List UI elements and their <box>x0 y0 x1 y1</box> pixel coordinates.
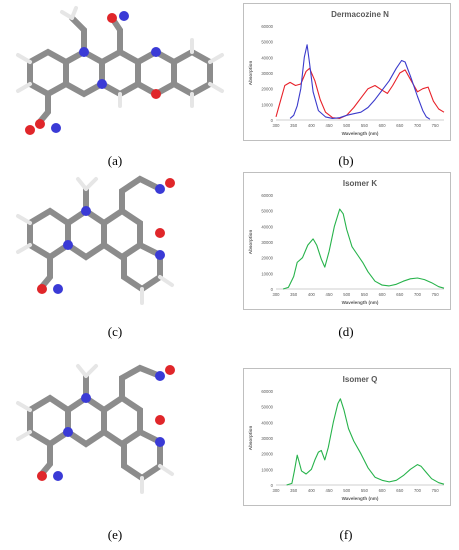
panel-label-c: (c) <box>107 324 123 339</box>
x-tick-label: 550 <box>361 488 369 493</box>
chart-d-svg: Isomer K 0 10000 20000 30000 40000 50000 60000 3… <box>248 179 445 305</box>
y-tick-label: 40000 <box>261 224 273 229</box>
x-tick-label: 700 <box>414 488 422 493</box>
y-tick-label: 0 <box>271 118 274 123</box>
x-tick-label: 350 <box>290 123 298 128</box>
x-tick-label: 350 <box>290 488 298 493</box>
chart-f-svg: Isomer Q 0 10000 20000 30000 40000 50000 60000 3… <box>248 375 445 501</box>
y-axis-label: Absorption <box>248 426 253 451</box>
x-tick-label: 400 <box>308 292 316 297</box>
series-line-blue <box>289 44 431 120</box>
x-tick-label: 450 <box>326 292 334 297</box>
panel-label-f: (f) <box>339 527 353 542</box>
panel-label-e: (e) <box>107 527 123 542</box>
chart-b: Dermacozine N 0 10000 20000 30000 40000 50000 6… <box>243 3 451 141</box>
y-tick-label: 60000 <box>261 24 273 29</box>
chart-d: Isomer K 0 10000 20000 30000 40000 50000 60000 3… <box>243 172 451 310</box>
x-tick-label: 750 <box>432 292 440 297</box>
y-tick-label: 30000 <box>261 71 273 76</box>
x-axis-label: Wavelength (nm) <box>342 300 379 305</box>
y-tick-label: 40000 <box>261 420 273 425</box>
y-tick-label: 0 <box>271 483 274 488</box>
panel-label-b: (b) <box>338 153 354 168</box>
x-tick-label: 600 <box>379 292 387 297</box>
series-line-green <box>282 208 445 290</box>
x-tick-label: 300 <box>273 488 281 493</box>
y-tick-label: 60000 <box>261 193 273 198</box>
y-tick-label: 30000 <box>261 436 273 441</box>
y-tick-label: 10000 <box>261 467 273 472</box>
y-tick-label: 0 <box>271 287 274 292</box>
x-tick-label: 550 <box>361 123 369 128</box>
x-tick-label: 750 <box>432 488 440 493</box>
molecule-c <box>16 175 175 305</box>
x-tick-label: 300 <box>273 123 281 128</box>
x-tick-label: 300 <box>273 292 281 297</box>
x-tick-label: 450 <box>326 123 334 128</box>
x-tick-label: 700 <box>414 292 422 297</box>
chart-f: Isomer Q 0 10000 20000 30000 40000 50000 60000 3… <box>243 368 451 506</box>
x-tick-label: 650 <box>396 123 404 128</box>
panel-label-d: (d) <box>338 324 354 339</box>
series-line-red <box>275 67 445 119</box>
x-tick-label: 550 <box>361 292 369 297</box>
chart-title: Isomer K <box>343 179 377 188</box>
x-tick-label: 750 <box>432 123 440 128</box>
series-line-green <box>286 398 445 486</box>
chart-title: Dermacozine N <box>331 10 389 19</box>
x-tick-label: 400 <box>308 123 316 128</box>
x-tick-label: 700 <box>414 123 422 128</box>
x-tick-label: 600 <box>379 488 387 493</box>
y-axis-label: Absorption <box>248 61 253 86</box>
y-tick-label: 10000 <box>261 102 273 107</box>
x-axis-label: Wavelength (nm) <box>342 496 379 501</box>
x-axis-label: Wavelength (nm) <box>342 131 379 136</box>
x-tick-label: 350 <box>290 292 298 297</box>
y-axis-label: Absorption <box>248 230 253 255</box>
y-tick-label: 40000 <box>261 55 273 60</box>
panel-label-a: (a) <box>107 153 123 168</box>
x-tick-label: 500 <box>343 488 351 493</box>
y-tick-label: 10000 <box>261 271 273 276</box>
molecule-e <box>16 364 175 494</box>
chart-b-svg: Dermacozine N 0 10000 20000 30000 40000 50000 6… <box>248 10 445 136</box>
y-tick-label: 20000 <box>261 452 273 457</box>
x-tick-label: 650 <box>396 292 404 297</box>
y-tick-label: 20000 <box>261 256 273 261</box>
x-tick-label: 600 <box>379 123 387 128</box>
x-tick-label: 500 <box>343 123 351 128</box>
y-tick-label: 50000 <box>261 209 273 214</box>
y-tick-label: 50000 <box>261 405 273 410</box>
x-tick-label: 650 <box>396 488 404 493</box>
y-tick-label: 60000 <box>261 389 273 394</box>
chart-title: Isomer Q <box>343 375 378 384</box>
x-tick-label: 500 <box>343 292 351 297</box>
y-tick-label: 20000 <box>261 87 273 92</box>
x-tick-label: 450 <box>326 488 334 493</box>
molecule-a <box>16 6 224 135</box>
x-tick-label: 400 <box>308 488 316 493</box>
y-tick-label: 30000 <box>261 240 273 245</box>
y-tick-label: 50000 <box>261 40 273 45</box>
